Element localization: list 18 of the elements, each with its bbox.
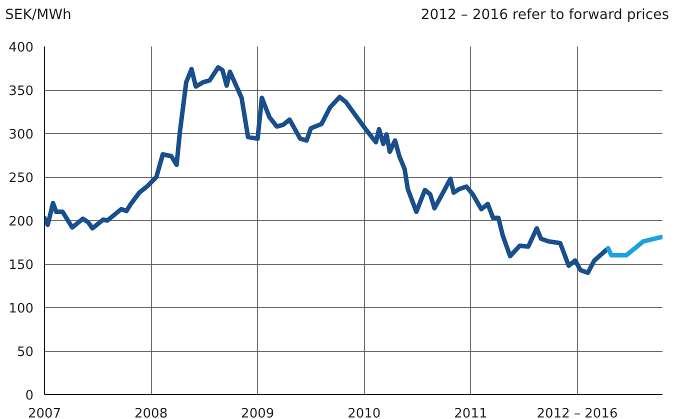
y-tick-label: 400 [8,40,34,56]
x-tick-label: 2010 [348,406,381,419]
y-tick-label: 300 [8,128,34,142]
y-tick-label: 100 [8,302,34,316]
x-tick-label: 2007 [28,406,62,419]
y-tick-label: 250 [8,171,34,186]
x-tick-label: 2008 [134,406,168,419]
text: 2012 – 2016 refer to forward prices [420,6,669,25]
x-tick-label: 2009 [241,406,274,419]
y-tick-label: 0 [25,388,34,404]
y-tick-label: 150 [8,258,34,273]
y-axis-title: SEK/MWh [5,6,72,25]
line-series [606,234,662,258]
y-tick-label: 350 [8,84,34,99]
y-tick-label: 50 [16,345,34,360]
x-tick-label: 2011 [454,406,488,419]
x-tick-label: 2012 – 2016 [536,406,618,419]
y-tick-label: 200 [8,214,34,230]
